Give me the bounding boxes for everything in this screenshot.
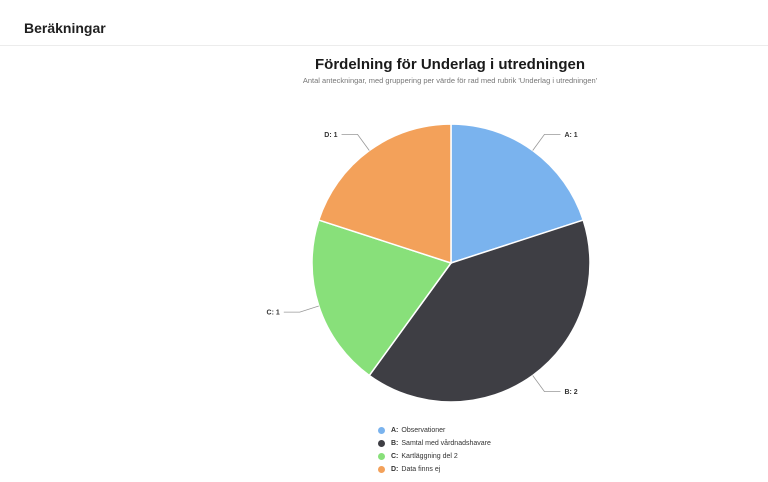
legend-item-d[interactable]: D: Data finns ej xyxy=(378,463,491,476)
pie-data-label: D: 1 xyxy=(324,132,337,139)
legend-item-b[interactable]: B: Samtal med vårdnadshavare xyxy=(378,437,491,450)
pie-data-label: A: 1 xyxy=(564,132,577,139)
legend-key: C: xyxy=(391,453,399,460)
section-header: Beräkningar xyxy=(0,0,768,46)
legend-label: Kartläggning del 2 xyxy=(401,453,458,460)
chart-legend: A: Observationer B: Samtal med vårdnadshava… xyxy=(378,424,491,476)
legend-item-c[interactable]: C: Kartläggning del 2 xyxy=(378,450,491,463)
pie-leader-line xyxy=(283,305,319,313)
pie-slice-c[interactable] xyxy=(311,219,453,377)
legend-key: B: xyxy=(391,440,399,447)
pie-leader-line xyxy=(532,133,561,151)
legend-swatch xyxy=(378,440,385,447)
pie-data-label: C: 1 xyxy=(267,310,280,317)
legend-swatch xyxy=(378,453,385,460)
legend-label: Observationer xyxy=(401,427,446,434)
section-title: Beräkningar xyxy=(24,20,106,36)
chart-title: Fördelning för Underlag i utredningen xyxy=(315,56,585,73)
legend-swatch xyxy=(378,466,385,473)
pie-leader-line xyxy=(532,375,561,393)
pie-leader-line xyxy=(341,133,370,151)
chart-subtitle: Antal anteckningar, med gruppering per v… xyxy=(302,76,598,85)
pie-data-label: B: 2 xyxy=(564,389,577,396)
legend-label: Data finns ej xyxy=(401,466,441,473)
legend-key: A: xyxy=(391,427,399,434)
legend-swatch xyxy=(378,427,385,434)
legend-item-a[interactable]: A: Observationer xyxy=(378,424,491,437)
legend-label: Samtal med vårdnadshavare xyxy=(401,440,491,447)
legend-key: D: xyxy=(391,466,399,473)
pie-slice-b[interactable] xyxy=(368,219,591,403)
